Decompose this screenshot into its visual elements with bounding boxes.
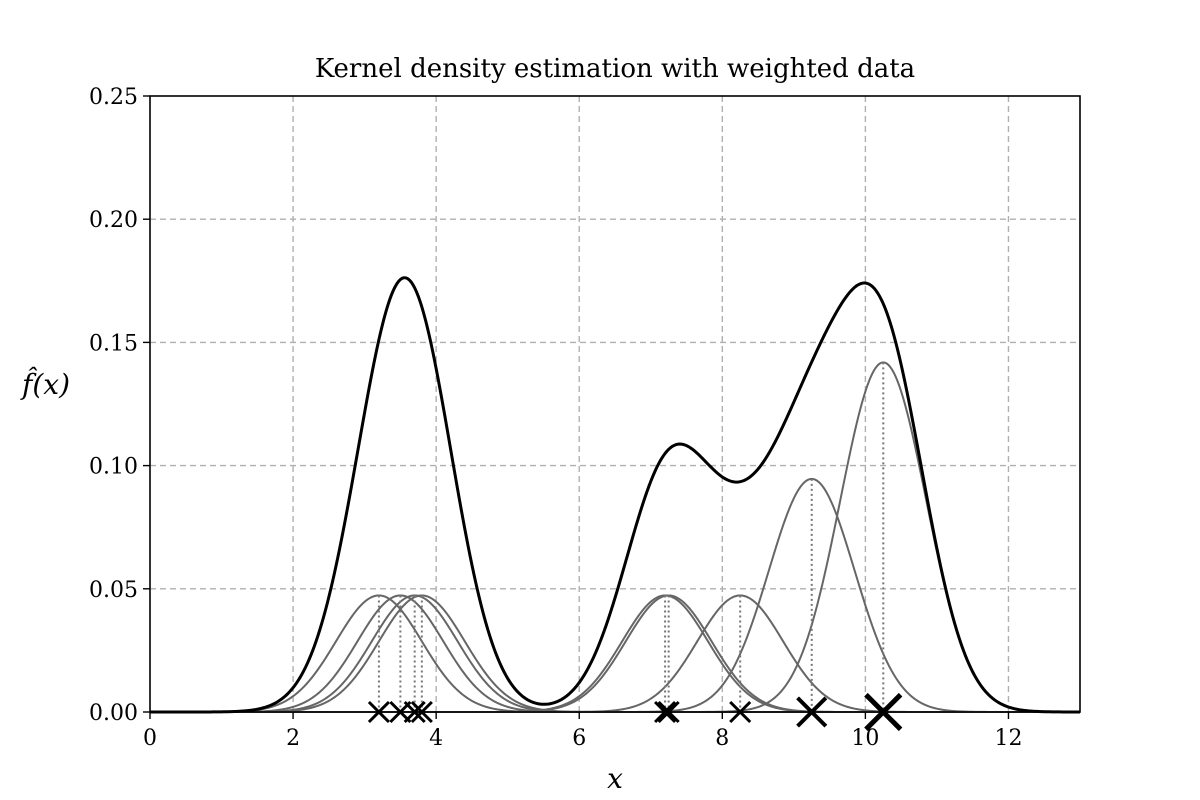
- y-tick-label: 0.15: [89, 331, 138, 356]
- y-axis-label: f̂(x): [20, 367, 70, 401]
- y-tick-label: 0.25: [89, 85, 138, 110]
- x-tick-label: 10: [851, 726, 879, 751]
- density-curve-layer: [150, 276, 1080, 714]
- plot-frame: [149, 95, 1081, 713]
- x-tick-label: 2: [286, 726, 300, 751]
- x-tick-label: 6: [572, 726, 586, 751]
- density-curve: [150, 276, 1080, 714]
- y-axis: 0.00 0.05 0.10 0.15 0.20 0.25: [89, 85, 150, 726]
- x-axis-label: x: [607, 762, 623, 795]
- x-tick-label: 4: [429, 726, 443, 751]
- kernel-components: [150, 361, 1080, 713]
- x-tick-label: 0: [143, 726, 157, 751]
- x-tick-label: 8: [715, 726, 729, 751]
- kernel-center-lines: [377, 362, 885, 712]
- x-tick-label: 12: [994, 726, 1022, 751]
- x-axis: 0 2 4 6 8 10 12: [143, 712, 1022, 751]
- chart-title: Kernel density estimation with weighted …: [315, 54, 915, 84]
- y-tick-label: 0.05: [89, 578, 138, 603]
- grid: [150, 96, 1080, 712]
- y-tick-label: 0.20: [89, 208, 138, 233]
- kernel-component-curve: [150, 594, 1080, 713]
- y-tick-label: 0.00: [89, 701, 138, 726]
- y-tick-label: 0.10: [89, 455, 138, 480]
